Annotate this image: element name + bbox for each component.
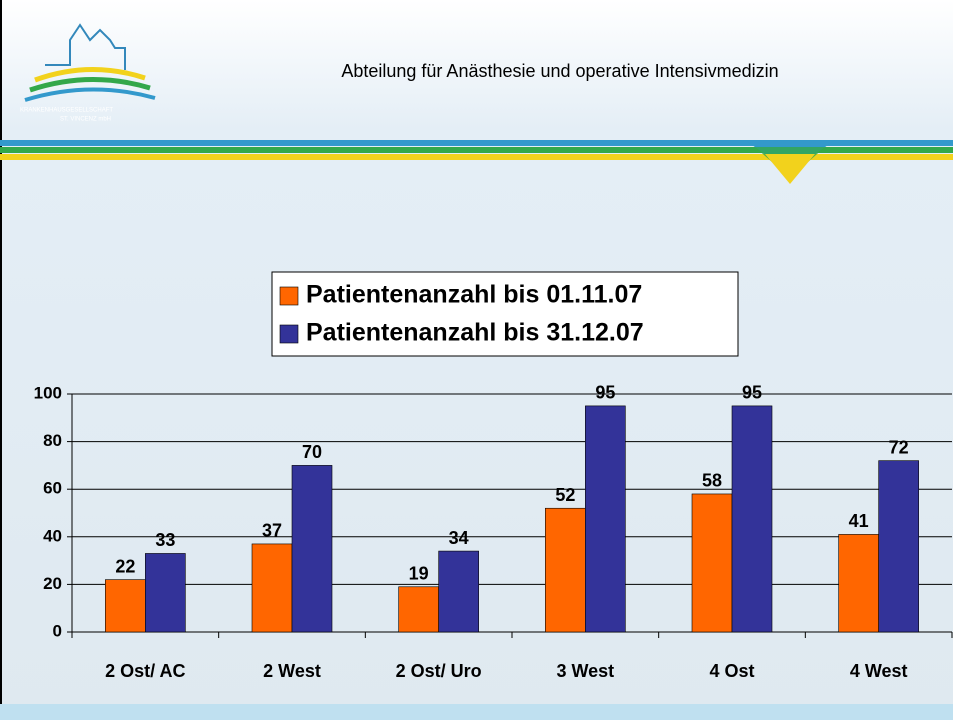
bar [251, 543, 293, 633]
bar [838, 534, 879, 633]
value-label: 95 [595, 383, 615, 403]
bar [291, 465, 333, 633]
y-tick-label: 40 [43, 526, 62, 545]
logo-text: ST. VINCENZ mbH [60, 117, 111, 123]
bar [438, 550, 479, 633]
x-tick-label: 2 Ost/ AC [105, 661, 185, 681]
x-tick-label: 4 Ost [709, 661, 754, 681]
value-label: 95 [742, 383, 762, 403]
legend-swatch [279, 324, 299, 344]
bar [585, 405, 626, 633]
value-label: 41 [849, 511, 869, 531]
value-label: 37 [262, 521, 282, 541]
y-tick-label: 100 [34, 383, 62, 402]
value-label: 70 [302, 442, 322, 462]
legend [271, 271, 739, 357]
header-stripes [0, 140, 953, 184]
value-label: 34 [449, 528, 469, 548]
y-tick-label: 0 [53, 621, 62, 640]
bar [398, 586, 439, 633]
y-tick-label: 20 [43, 574, 62, 593]
bar [145, 553, 186, 633]
logo: KRANKENHAUSGESELLSCHAFT ST. VINCENZ mbH [20, 23, 156, 123]
value-label: 52 [555, 485, 575, 505]
value-label: 72 [889, 437, 909, 457]
bar [545, 507, 586, 633]
footer-strip [0, 704, 953, 720]
x-tick-label: 3 West [556, 661, 614, 681]
value-label: 33 [155, 530, 175, 550]
x-tick-label: 4 West [850, 661, 908, 681]
chart: 0 20 40 60 80 100 2 Ost/ AC 22 33 2 West 37 70 2 Ost… [34, 281, 953, 681]
legend-label: Patientenanzahl bis 31.12.07 [306, 319, 644, 347]
y-tick-label: 80 [43, 431, 62, 450]
bar [691, 493, 733, 633]
x-tick-label: 2 West [263, 661, 321, 681]
legend-label: Patientenanzahl bis 01.11.07 [306, 281, 642, 309]
header-title: Abteilung für Anästhesie und operative I… [341, 61, 778, 81]
bar [878, 460, 919, 633]
value-label: 19 [409, 564, 429, 584]
x-tick-label: 2 Ost/ Uro [396, 661, 482, 681]
y-tick-label: 60 [43, 479, 62, 498]
value-label: 22 [115, 556, 135, 576]
logo-text: KRANKENHAUSGESELLSCHAFT [20, 108, 113, 114]
legend-swatch [279, 286, 299, 306]
bar [105, 579, 146, 633]
value-label: 58 [702, 471, 722, 491]
bar [731, 405, 773, 633]
